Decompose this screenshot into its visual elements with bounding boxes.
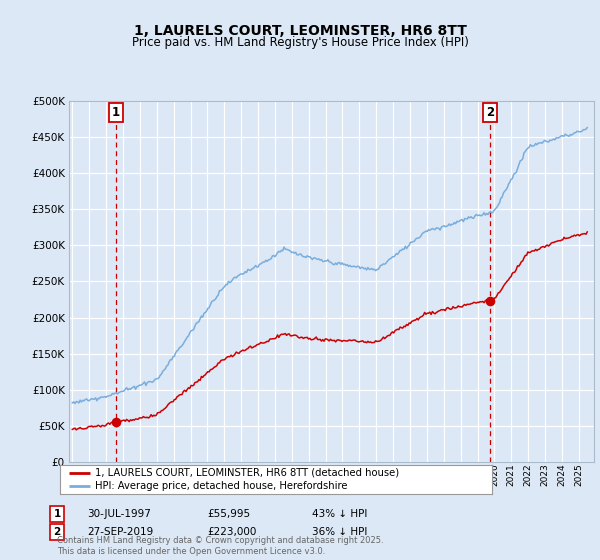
Text: 1: 1	[112, 106, 120, 119]
Text: 1: 1	[53, 509, 61, 519]
Text: 30-JUL-1997: 30-JUL-1997	[87, 509, 151, 519]
Text: 36% ↓ HPI: 36% ↓ HPI	[312, 527, 367, 537]
Text: 2: 2	[486, 106, 494, 119]
Text: £55,995: £55,995	[207, 509, 250, 519]
Text: 2: 2	[53, 527, 61, 537]
Text: Contains HM Land Registry data © Crown copyright and database right 2025.
This d: Contains HM Land Registry data © Crown c…	[57, 536, 383, 556]
Text: HPI: Average price, detached house, Herefordshire: HPI: Average price, detached house, Here…	[95, 481, 347, 491]
Text: 1, LAURELS COURT, LEOMINSTER, HR6 8TT: 1, LAURELS COURT, LEOMINSTER, HR6 8TT	[134, 24, 466, 38]
Text: £223,000: £223,000	[207, 527, 256, 537]
Text: 27-SEP-2019: 27-SEP-2019	[87, 527, 153, 537]
Point	[111, 417, 121, 426]
Point	[485, 296, 495, 305]
Text: Price paid vs. HM Land Registry's House Price Index (HPI): Price paid vs. HM Land Registry's House …	[131, 36, 469, 49]
Text: 1, LAURELS COURT, LEOMINSTER, HR6 8TT (detached house): 1, LAURELS COURT, LEOMINSTER, HR6 8TT (d…	[95, 468, 398, 478]
Text: 43% ↓ HPI: 43% ↓ HPI	[312, 509, 367, 519]
